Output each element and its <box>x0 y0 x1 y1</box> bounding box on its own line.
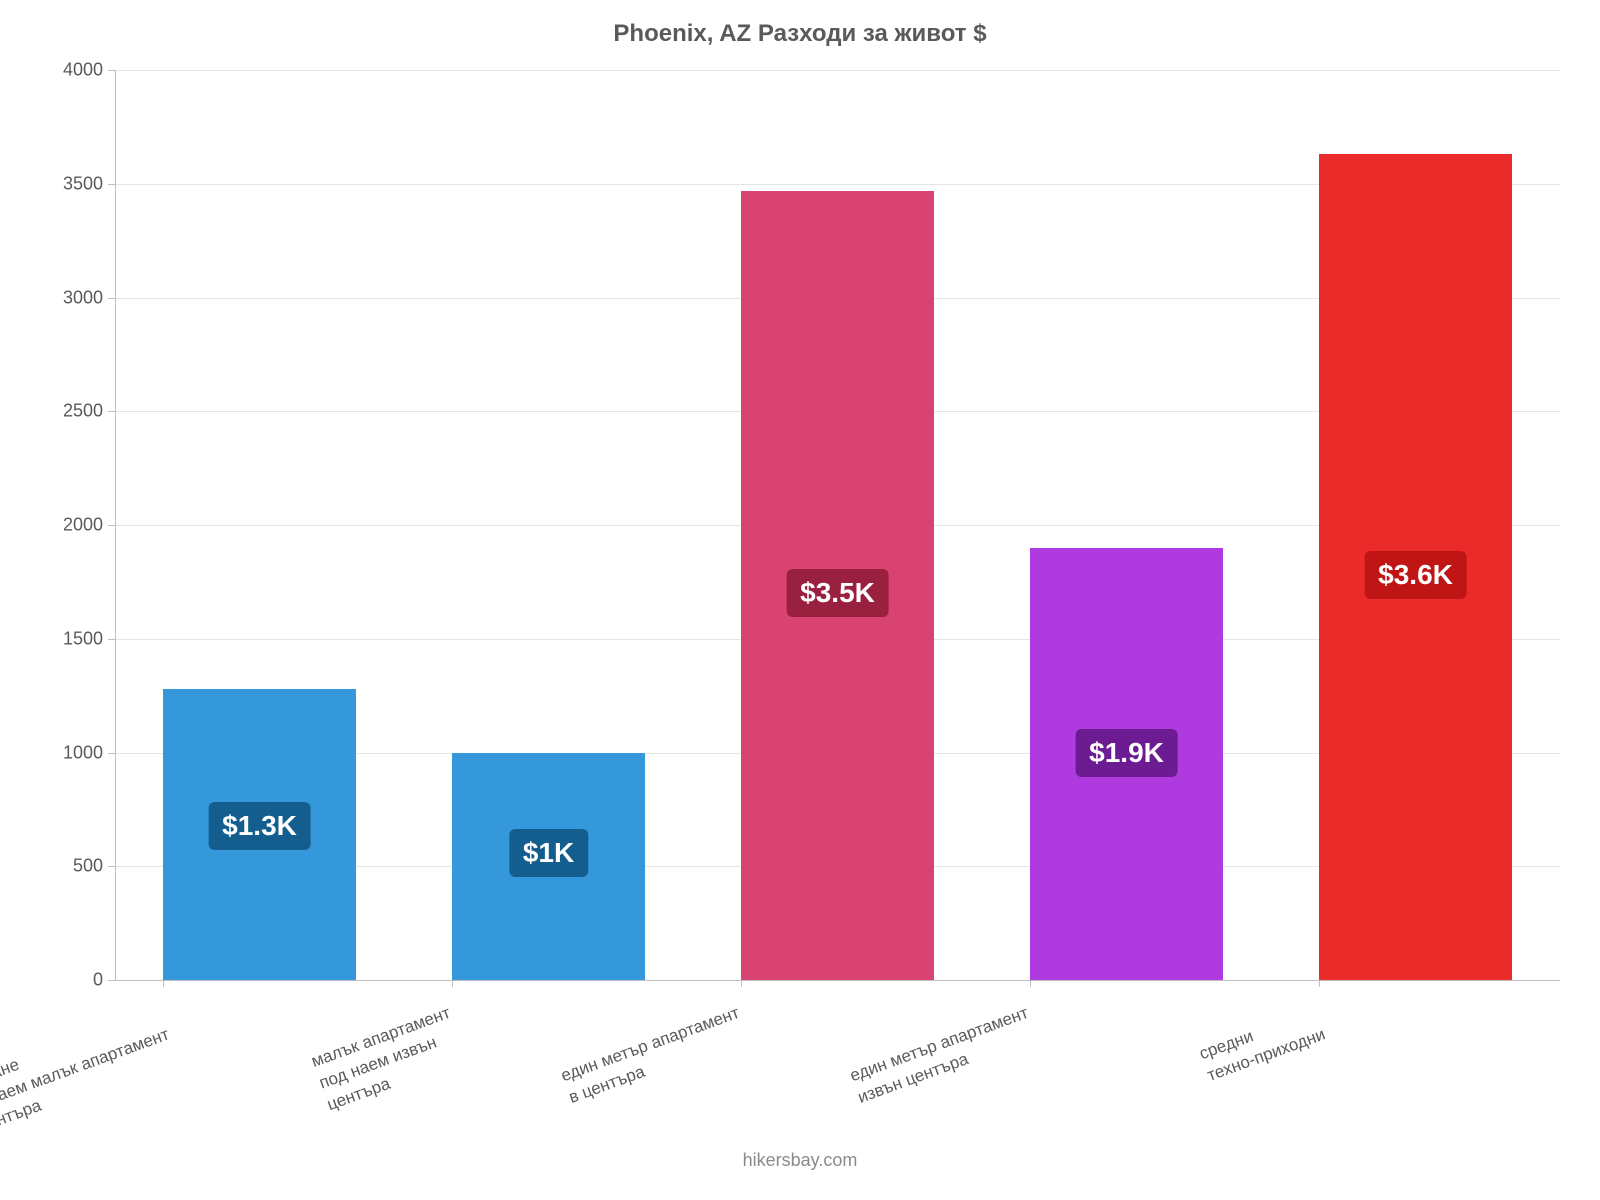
x-tick-label: малък апартаментпод наем извънцентъра <box>308 1002 469 1117</box>
y-tick-mark <box>108 866 115 867</box>
y-tick-mark <box>108 184 115 185</box>
y-tick-mark <box>108 70 115 71</box>
x-tick-mark <box>452 980 453 987</box>
grid-line <box>115 70 1560 71</box>
x-tick-label: среднитехно-приходни <box>1196 1002 1328 1088</box>
y-tick-mark <box>108 980 115 981</box>
chart-title: Phoenix, AZ Разходи за живот $ <box>0 20 1600 48</box>
value-badge: $3.6K <box>1364 551 1467 599</box>
value-badge: $1.3K <box>208 802 311 850</box>
y-tick-mark <box>108 411 115 412</box>
y-tick-mark <box>108 525 115 526</box>
y-tick-mark <box>108 298 115 299</box>
x-tick-mark <box>1319 980 1320 987</box>
y-tick-mark <box>108 753 115 754</box>
value-badge: $1K <box>509 829 588 877</box>
x-tick-mark <box>1030 980 1031 987</box>
value-badge: $1.9K <box>1075 729 1178 777</box>
x-tick-label: един метър апартаментв центъра <box>558 1002 751 1110</box>
value-badge: $3.5K <box>786 569 889 617</box>
chart-container: Phoenix, AZ Разходи за живот $ 050010001… <box>0 0 1600 1200</box>
y-tick-mark <box>108 639 115 640</box>
plot-area: 05001000150020002500300035004000$1.3Kотд… <box>115 70 1560 980</box>
x-tick-label: отдаванепод наем малък апартаментв центъ… <box>0 1002 180 1143</box>
x-tick-label: един метър апартаментизвън центъра <box>847 1002 1040 1110</box>
y-axis <box>115 70 116 980</box>
x-tick-mark <box>741 980 742 987</box>
x-tick-mark <box>163 980 164 987</box>
x-axis <box>115 980 1560 981</box>
credit-label: hikersbay.com <box>0 1150 1600 1171</box>
